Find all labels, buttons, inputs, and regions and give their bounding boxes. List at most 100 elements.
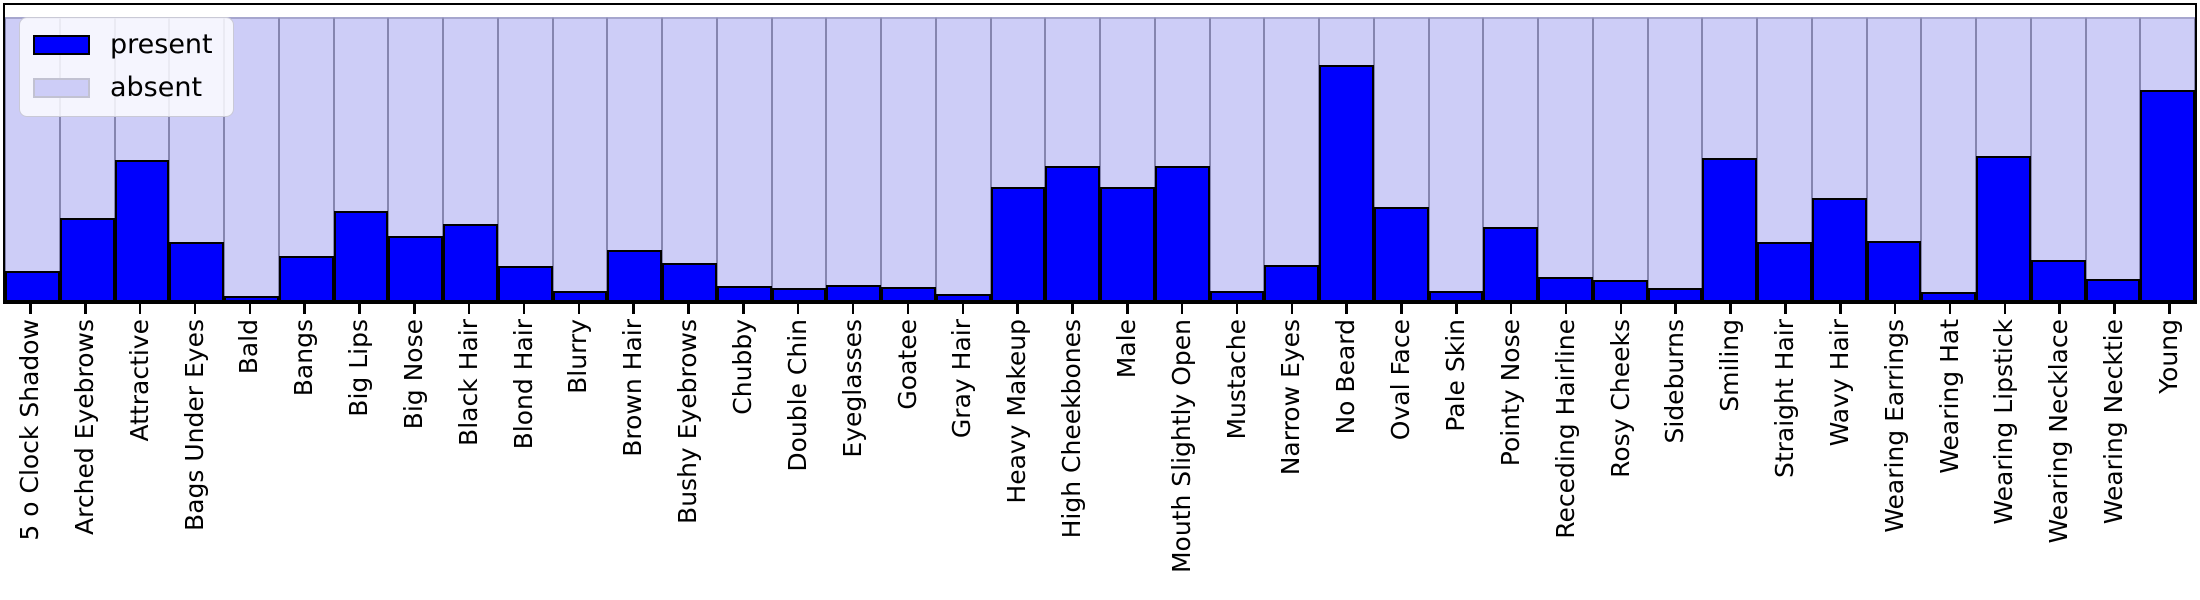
x-tick-mark [687,304,690,314]
present-segment-big-nose [388,235,443,302]
present-segment-bald [224,295,279,302]
x-tick-mark [1400,304,1403,314]
x-tick-group-chubby: Chubby [716,304,771,600]
x-tick-mark [358,304,361,314]
absent-segment-mustache [1209,17,1265,291]
bar-group-young [2140,17,2195,302]
absent-segment-black-hair [443,17,498,225]
bar-group-blond-hair [497,17,553,302]
present-segment-attractive [114,159,170,302]
present-segment-black-hair [443,224,498,302]
x-tick-mark [906,304,910,314]
x-tick-mark [1564,304,1568,314]
present-segment-high-cheekbones [1045,165,1100,302]
x-tick-group-arched-eyebrows: Arched Eyebrows [58,304,113,600]
x-tick-mark [1235,304,1239,314]
bar-group-blurry [552,17,608,302]
x-tick-label-wavy-hair: Wavy Hair [1824,319,1854,447]
present-segment-blurry [552,291,608,302]
absent-segment-no-beard [1319,17,1374,65]
x-tick-mark [303,304,306,314]
present-segment-brown-hair [607,249,662,302]
bar-group-mustache [1209,17,1265,302]
x-tick-group-straight-hair: Straight Hair [1758,304,1813,600]
absent-segment-wearing-earrings [1866,17,1922,242]
x-tick-mark [1290,304,1294,314]
bar-group-sideburns [1647,17,1703,302]
absent-segment-mouth-slightly-open [1154,17,1210,166]
x-tick-group-mustache: Mustache [1210,304,1265,600]
x-tick-group-big-lips: Big Lips [332,304,387,600]
bar-group-chubby [716,17,772,302]
bar-group-straight-hair [1757,17,1812,302]
absent-segment-high-cheekbones [1045,17,1100,166]
x-tick-mark [2168,304,2171,314]
x-tick-mark [796,304,800,314]
present-segment-receding-hairline [1538,276,1593,302]
x-tick-label-blurry: Blurry [563,319,593,394]
present-segment-no-beard [1319,64,1374,302]
x-tick-label-arched-eyebrows: Arched Eyebrows [69,319,99,535]
x-tick-label-brown-hair: Brown Hair [618,319,648,457]
present-segment-wavy-hair [1811,197,1867,302]
x-tick-group-bags-under-eyes: Bags Under Eyes [168,304,223,600]
x-tick-label-wearing-lipstick: Wearing Lipstick [1989,319,2019,525]
present-segment-5-o-clock-shadow [5,270,60,302]
x-tick-label-big-nose: Big Nose [398,319,428,430]
bar-group-wavy-hair [1811,17,1867,302]
bar-group-wearing-necklace [2030,17,2086,302]
absent-segment-double-chin [771,17,827,289]
absent-segment-wearing-necklace [2030,17,2086,260]
present-segment-wearing-necklace [2030,259,2086,302]
absent-segment-heavy-makeup [990,17,1046,187]
x-tick-group-high-cheekbones: High Cheekbones [1045,304,1100,600]
x-tick-mark [1455,304,1458,314]
x-tick-label-wearing-earrings: Wearing Earrings [1879,319,1909,533]
x-tick-mark [84,304,87,314]
bar-group-double-chin [771,17,827,302]
x-tick-label-receding-hairline: Receding Hairline [1550,319,1580,539]
x-tick-label-eyeglasses: Eyeglasses [837,319,867,458]
present-segment-mouth-slightly-open [1154,165,1210,302]
present-segment-pointy-nose [1483,226,1538,302]
bar-group-male [1100,17,1155,302]
x-tick-group-wearing-necklace: Wearing Necklace [2032,304,2087,600]
present-segment-wearing-lipstick [1976,156,2031,302]
present-segment-gray-hair [935,294,991,302]
present-segment-mustache [1209,290,1265,302]
legend-label-absent: absent [110,72,203,103]
x-tick-group-male: Male [1100,304,1155,600]
x-tick-mark [1948,304,1952,314]
x-tick-label-bushy-eyebrows: Bushy Eyebrows [673,319,703,524]
x-tick-mark [1509,304,1513,314]
x-tick-group-goatee: Goatee [881,304,936,600]
x-tick-mark [1071,304,1074,314]
bar-group-oval-face [1373,17,1429,302]
x-tick-mark [29,304,32,314]
present-segment-heavy-makeup [990,186,1046,302]
plot-area: present absent [3,3,2197,304]
bar-group-smiling [1702,17,1757,302]
legend-item-absent: absent [33,72,213,103]
absent-segment-receding-hairline [1538,17,1593,277]
x-tick-group-bangs: Bangs [277,304,332,600]
absent-segment-brown-hair [607,17,662,250]
x-tick-mark [2113,304,2116,314]
x-tick-mark [138,304,142,314]
x-tick-group-smiling: Smiling [1703,304,1758,600]
x-tick-group-oval-face: Oval Face [1374,304,1429,600]
absent-segment-bangs [278,17,334,257]
x-tick-label-attractive: Attractive [124,319,154,442]
absent-segment-young [2140,17,2195,90]
x-tick-mark [577,304,581,314]
bar-group-bushy-eyebrows [662,17,717,302]
x-tick-label-heavy-makeup: Heavy Makeup [1002,319,1032,504]
present-segment-eyeglasses [826,284,881,302]
present-segment-double-chin [771,288,827,302]
x-tick-group-double-chin: Double Chin [771,304,826,600]
x-tick-group-black-hair: Black Hair [442,304,497,600]
bar-group-high-cheekbones [1045,17,1100,302]
x-tick-label-smiling: Smiling [1715,319,1745,412]
bar-group-no-beard [1319,17,1374,302]
